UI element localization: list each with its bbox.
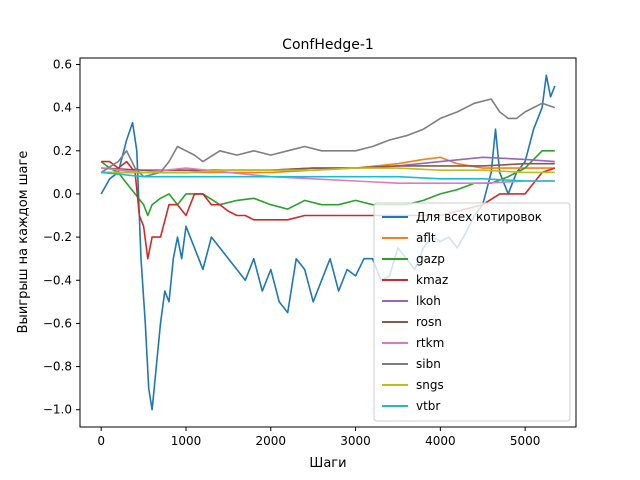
x-tick-label: 2000	[255, 434, 286, 448]
legend-label: vtbr	[416, 399, 440, 413]
x-axis: 0 1000 2000 3000 4000 5000	[97, 427, 540, 448]
plot-frame	[79, 57, 577, 428]
y-axis-label: Выигрыш на каждом шаге	[16, 151, 31, 334]
legend-label: rosn	[416, 315, 442, 329]
chart-title: ConfHedge-1	[282, 37, 374, 53]
x-axis-label: Шаги	[309, 456, 346, 471]
y-tick-label: 0.2	[53, 144, 72, 158]
y-tick-label: −0.8	[43, 360, 72, 374]
series-line-sibn	[100, 98, 556, 178]
legend-label: rtkm	[416, 336, 444, 350]
legend: Для всех котировок aflt gazp kmaz lkoh rosn rt…	[373, 202, 571, 422]
series-line-sngs	[101, 167, 555, 174]
legend-label: sngs	[416, 378, 444, 392]
legend-label: kmaz	[416, 273, 448, 287]
series-line-vtbr	[101, 171, 555, 182]
series-line-rtkm	[101, 167, 555, 184]
y-tick-label: −0.2	[43, 230, 72, 244]
legend-label: sibn	[416, 357, 441, 371]
y-tick-label: −0.4	[43, 273, 72, 287]
x-tick-label: 1000	[171, 434, 202, 448]
legend-label: aflt	[416, 231, 436, 245]
legend-label: Для всех котировок	[416, 210, 542, 224]
y-tick-label: −0.6	[43, 316, 72, 330]
y-tick-label: 0.4	[53, 101, 72, 115]
y-axis: −1.0 −0.8 −0.6 −0.4 −0.2 0.0 0.2 0.4 0.6	[43, 57, 80, 417]
series-line-Для-всех-котировок	[100, 74, 556, 411]
y-tick-label: 0.6	[53, 57, 72, 71]
x-tick-label: 4000	[425, 434, 456, 448]
x-tick-label: 5000	[510, 434, 541, 448]
x-tick-label: 0	[97, 434, 105, 448]
legend-label: lkoh	[416, 294, 441, 308]
y-tick-label: −1.0	[43, 403, 72, 417]
x-tick-label: 3000	[340, 434, 371, 448]
y-tick-label: 0.0	[53, 187, 72, 201]
series-layer	[100, 74, 556, 411]
series-line-rosn	[101, 162, 555, 171]
legend-box	[373, 202, 571, 422]
legend-label: gazp	[416, 252, 445, 266]
